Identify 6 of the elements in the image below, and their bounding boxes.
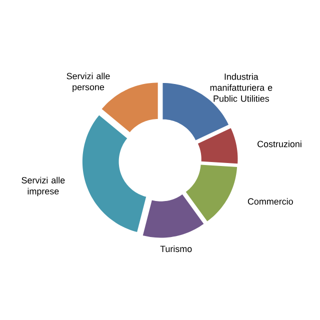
slice-label: Industria manifatturiera e Public Utilities [210, 73, 272, 102]
slice-label: Servizi alle persone [66, 72, 110, 92]
slice-label: Commercio [248, 198, 293, 205]
slice-label: Turismo [160, 245, 192, 252]
slice-label: Costruzioni [258, 140, 302, 148]
slice-label: Servizi alle imprese [22, 176, 65, 196]
